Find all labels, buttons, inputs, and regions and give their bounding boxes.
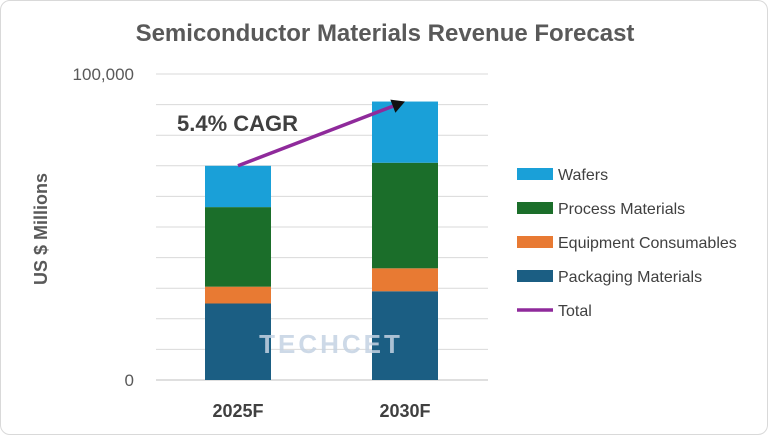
bar-segment-wafers-2025f <box>205 165 271 208</box>
bar-segment-process-materials-2030f <box>372 162 438 269</box>
legend-label-total: Total <box>558 303 592 320</box>
bar-segment-equipment-consumables-2030f <box>372 268 438 292</box>
x-tick-label: 2030F <box>379 401 430 421</box>
bar-segment-packaging-materials-2025f <box>205 303 271 380</box>
bar-segment-equipment-consumables-2025f <box>205 286 271 304</box>
watermark-logo: TECHCET <box>259 329 403 359</box>
legend-label-packaging-materials: Packaging Materials <box>558 269 702 286</box>
total-line <box>237 99 405 168</box>
legend-label-equipment-consumables: Equipment Consumables <box>558 235 737 252</box>
chart-title: Semiconductor Materials Revenue Forecast <box>136 20 635 47</box>
legend-swatch-packaging-materials <box>517 270 553 282</box>
total-line-segment <box>237 104 394 168</box>
total-line-arrowhead <box>390 99 405 113</box>
y-tick-label: 100,000 <box>73 65 134 84</box>
bar-segment-process-materials-2025f <box>205 207 271 287</box>
legend-label-wafers: Wafers <box>558 167 608 184</box>
bar-segment-packaging-materials-2030f <box>372 291 438 380</box>
legend-swatch-equipment-consumables <box>517 236 553 248</box>
cagr-annotation: 5.4% CAGR <box>177 111 298 136</box>
x-tick-label: 2025F <box>212 401 263 421</box>
y-tick-label: 0 <box>125 371 134 390</box>
legend-swatch-process-materials <box>517 202 553 214</box>
legend-label-process-materials: Process Materials <box>558 201 685 218</box>
legend-swatch-wafers <box>517 168 553 180</box>
y-axis-label: US $ Millions <box>31 173 51 285</box>
bars <box>205 101 438 380</box>
y-tick-labels: 0 100,000 <box>73 65 134 390</box>
legend: Wafers Process Materials Equipment Consuma… <box>517 167 737 320</box>
x-tick-labels: 2025F 2030F <box>212 401 430 421</box>
